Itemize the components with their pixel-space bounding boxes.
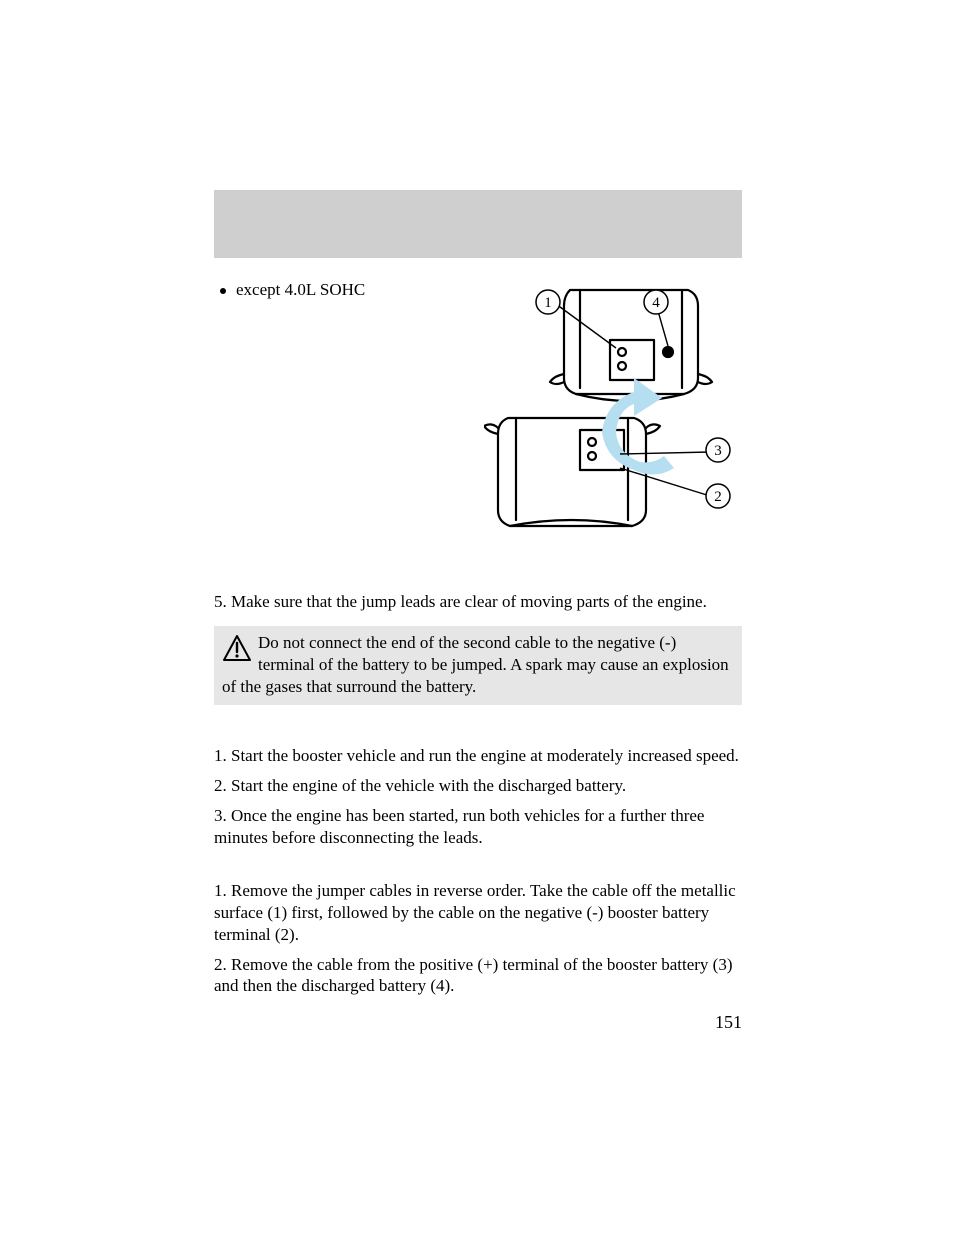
page-number: 151 — [715, 1012, 742, 1033]
warning-triangle-icon — [222, 634, 252, 668]
warning-text: Do not connect the end of the second cab… — [222, 633, 729, 696]
diagram-label-1: 1 — [544, 295, 552, 311]
sectionB-step-2: 2. Remove the cable from the positive (+… — [214, 954, 742, 998]
diagram-label-3: 3 — [714, 443, 722, 459]
sectionA-step-3: 3. Once the engine has been started, run… — [214, 805, 742, 849]
diagram-label-2: 2 — [714, 489, 722, 505]
sectionB-step-1: 1. Remove the jumper cables in reverse o… — [214, 880, 742, 945]
jumper-cable-diagram: 1 4 3 2 — [484, 282, 744, 532]
bullet-text: except 4.0L SOHC — [236, 280, 365, 300]
warning-box: Do not connect the end of the second cab… — [214, 626, 742, 705]
sectionA-step-2: 2. Start the engine of the vehicle with … — [214, 775, 742, 797]
header-bar — [214, 190, 742, 258]
sectionA-step-1: 1. Start the booster vehicle and run the… — [214, 745, 742, 767]
bullet-dot-icon — [220, 288, 226, 294]
diagram-label-4: 4 — [652, 295, 660, 311]
step-5-text: 5. Make sure that the jump leads are cle… — [214, 592, 742, 612]
